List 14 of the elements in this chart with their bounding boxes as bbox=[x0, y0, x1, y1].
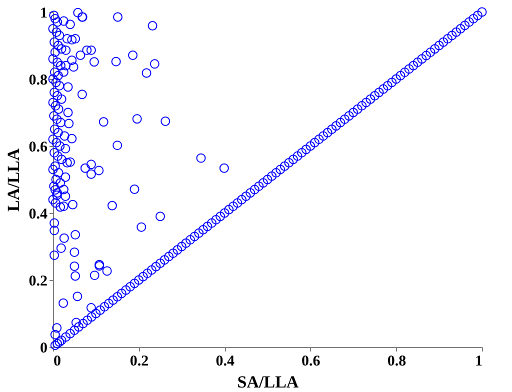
x-tick-label: 0 bbox=[54, 354, 61, 370]
y-tick-label: 0.4 bbox=[28, 206, 48, 222]
x-tick-label: 0.6 bbox=[302, 354, 321, 370]
y-tick-label: 0.2 bbox=[28, 274, 48, 290]
y-tick-label: 0.8 bbox=[28, 72, 48, 88]
x-tick-label: 0.8 bbox=[387, 354, 406, 370]
y-axis-title: LA/LLA bbox=[4, 148, 23, 212]
x-tick-label: 0.2 bbox=[130, 354, 149, 370]
x-tick-label: 0.4 bbox=[216, 354, 235, 370]
x-axis-title: SA/LLA bbox=[237, 372, 300, 392]
y-tick-label: 1 bbox=[40, 6, 48, 22]
x-tick-label: 1 bbox=[475, 354, 482, 370]
y-tick-label: 0.6 bbox=[28, 140, 48, 156]
y-tick-label: 0 bbox=[40, 340, 48, 356]
